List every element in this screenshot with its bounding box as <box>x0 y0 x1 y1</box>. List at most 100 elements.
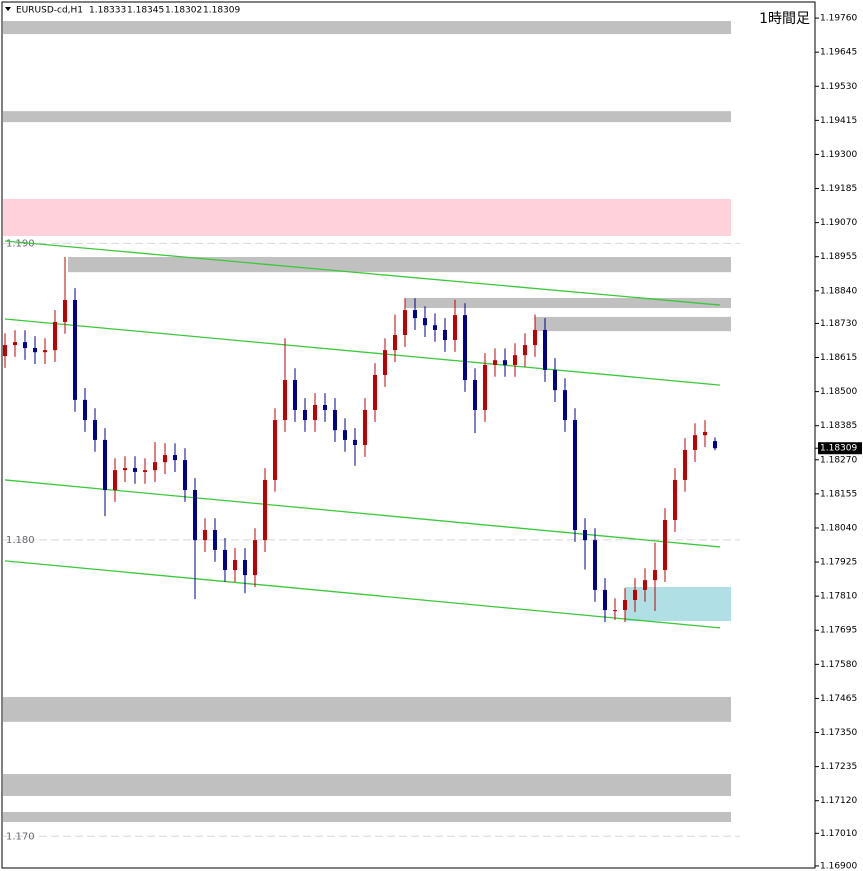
current-price-label: 1.18309 <box>820 444 857 454</box>
candle-body <box>113 470 117 491</box>
y-tick-label: 1.19530 <box>820 82 857 92</box>
candle-body <box>513 355 517 365</box>
candle-body <box>523 345 527 356</box>
candle-body <box>243 559 247 576</box>
y-tick-label: 1.17235 <box>820 762 857 772</box>
candle-body <box>683 450 687 480</box>
candle-body <box>353 439 357 445</box>
zone <box>3 111 731 123</box>
candle-body <box>563 390 567 421</box>
candle-body <box>3 345 7 357</box>
y-tick-label: 1.18615 <box>820 353 857 363</box>
y-tick-label: 1.18040 <box>820 523 857 533</box>
candle-body <box>613 610 617 612</box>
y-tick-label: 1.16900 <box>820 861 857 871</box>
y-tick-label: 1.19415 <box>820 116 857 126</box>
candle-body <box>163 455 167 463</box>
candle-body <box>63 300 67 322</box>
zone <box>535 316 731 332</box>
candle-body <box>553 369 557 391</box>
candle-body <box>373 375 377 410</box>
candle-body <box>483 364 487 410</box>
candle-body <box>423 318 427 326</box>
candle-body <box>653 570 657 581</box>
candle-body <box>293 380 297 410</box>
candle-body <box>203 530 207 541</box>
y-tick-label: 1.17580 <box>820 660 857 670</box>
y-tick-label: 1.18840 <box>820 286 857 296</box>
level-label: 1.170 <box>6 831 35 842</box>
candle-body <box>673 479 677 520</box>
y-tick-label: 1.18500 <box>820 387 857 397</box>
candle-body <box>713 441 717 449</box>
candle-body <box>413 310 417 319</box>
trend-line <box>4 240 721 306</box>
zone <box>3 774 731 796</box>
candle-body <box>603 589 607 611</box>
candle-body <box>93 420 97 440</box>
zone <box>3 198 731 236</box>
trend-line <box>4 560 721 629</box>
menu-arrow[interactable] <box>5 7 11 11</box>
y-tick-label: 1.17120 <box>820 796 857 806</box>
candle-body <box>153 462 157 471</box>
y-tick-label: 1.18155 <box>820 489 857 499</box>
candle-body <box>573 420 577 531</box>
symbol-title: EURUSD-cd,H1 <box>16 6 83 16</box>
zone <box>3 696 731 722</box>
y-tick-label: 1.17695 <box>820 626 857 636</box>
candle-body <box>193 490 197 541</box>
candle-body <box>333 409 337 431</box>
y-tick-label: 1.19300 <box>820 150 857 160</box>
header-open: 1.18333 <box>89 6 126 16</box>
candle-body <box>363 409 367 445</box>
y-tick-label: 1.17465 <box>820 694 857 704</box>
y-tick-label: 1.17810 <box>820 592 857 602</box>
candle-body <box>23 342 27 349</box>
trend-line <box>4 318 721 386</box>
y-tick-label: 1.18955 <box>820 252 857 262</box>
y-tick-label: 1.19645 <box>820 48 857 58</box>
zone <box>3 21 731 35</box>
candle-body <box>463 315 467 381</box>
candle-body <box>263 479 267 541</box>
candle-body <box>123 468 127 471</box>
candle-body <box>593 540 597 590</box>
candle-body <box>663 519 667 571</box>
candle-body <box>273 420 277 480</box>
zone <box>3 811 731 823</box>
candle-body <box>13 342 17 346</box>
candle-body <box>143 470 147 472</box>
candle-body <box>453 315 457 341</box>
zone <box>405 297 731 309</box>
candle-body <box>533 329 537 346</box>
candle-body <box>433 325 437 330</box>
candle-body <box>383 350 387 376</box>
candle-body <box>283 380 287 421</box>
y-tick-label: 1.17010 <box>820 829 857 839</box>
candle-body <box>133 468 137 472</box>
y-tick-label: 1.19070 <box>820 218 857 228</box>
current-price-box <box>818 442 862 455</box>
candle-body <box>173 455 177 461</box>
header-high: 1.18345 <box>127 6 164 16</box>
y-tick-label: 1.18730 <box>820 319 857 329</box>
candle-body <box>73 300 77 400</box>
y-tick-label: 1.18270 <box>820 455 857 465</box>
plot-area: 1.190 1.180 1.170 <box>3 21 740 842</box>
candle-body <box>323 404 327 410</box>
trend-line <box>4 479 721 548</box>
zone <box>625 586 731 622</box>
zone <box>68 257 731 273</box>
candle-body <box>703 431 707 436</box>
y-tick-label: 1.17925 <box>820 558 857 568</box>
y-tick-label: 1.19185 <box>820 184 857 194</box>
level-label: 1.190 <box>6 238 35 249</box>
header-close: 1.18309 <box>203 6 240 16</box>
candle-body <box>43 350 47 353</box>
candle-body <box>223 549 227 571</box>
candle-body <box>393 334 397 351</box>
candle-body <box>53 321 57 351</box>
